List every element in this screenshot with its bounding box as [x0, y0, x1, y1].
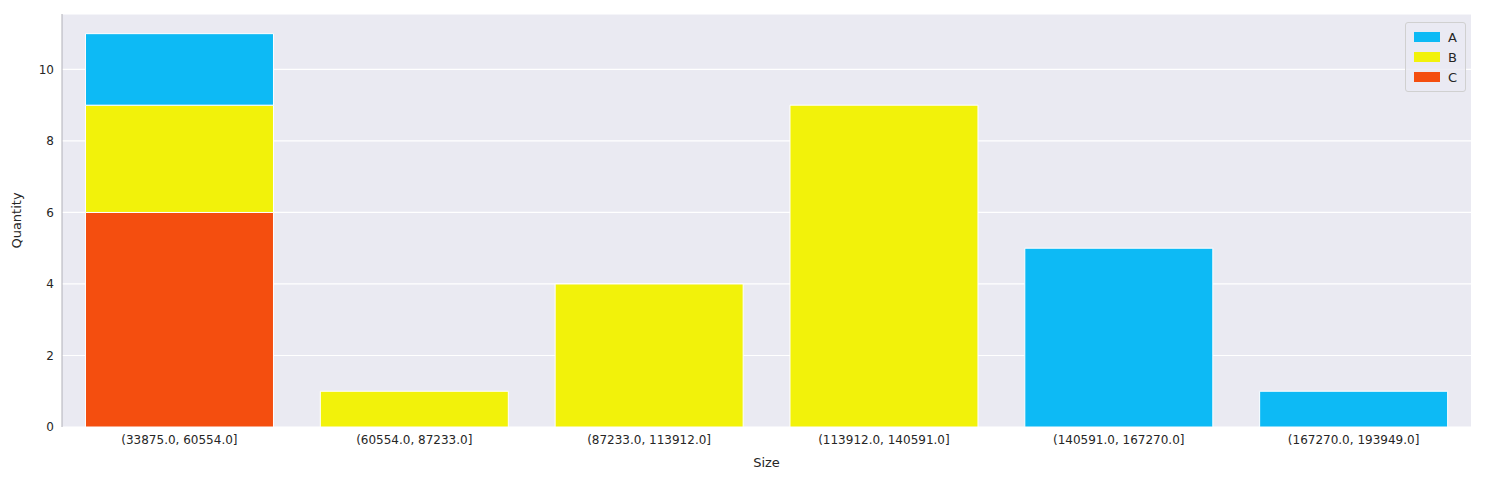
svg-text:(60554.0, 87233.0]: (60554.0, 87233.0] [356, 433, 472, 447]
svg-text:(113912.0, 140591.0]: (113912.0, 140591.0] [818, 433, 950, 447]
svg-text:(33875.0, 60554.0]: (33875.0, 60554.0] [121, 433, 237, 447]
svg-text:2: 2 [46, 349, 54, 363]
svg-text:(140591.0, 167270.0]: (140591.0, 167270.0] [1053, 433, 1185, 447]
svg-text:0: 0 [46, 420, 54, 434]
svg-text:(87233.0, 113912.0]: (87233.0, 113912.0] [587, 433, 711, 447]
html-text:A: A [1447, 29, 1457, 45]
svg-text:Size: Size [753, 455, 780, 470]
html-text:B: B [1447, 49, 1457, 65]
html-text:C: C [1447, 69, 1457, 85]
svg-text:Quantity: Quantity [9, 192, 24, 248]
svg-text:10: 10 [39, 63, 54, 77]
svg-text:8: 8 [46, 134, 54, 148]
svg-text:6: 6 [46, 206, 54, 220]
svg-text:4: 4 [46, 277, 54, 291]
svg-text:(167270.0, 193949.0]: (167270.0, 193949.0] [1288, 433, 1420, 447]
